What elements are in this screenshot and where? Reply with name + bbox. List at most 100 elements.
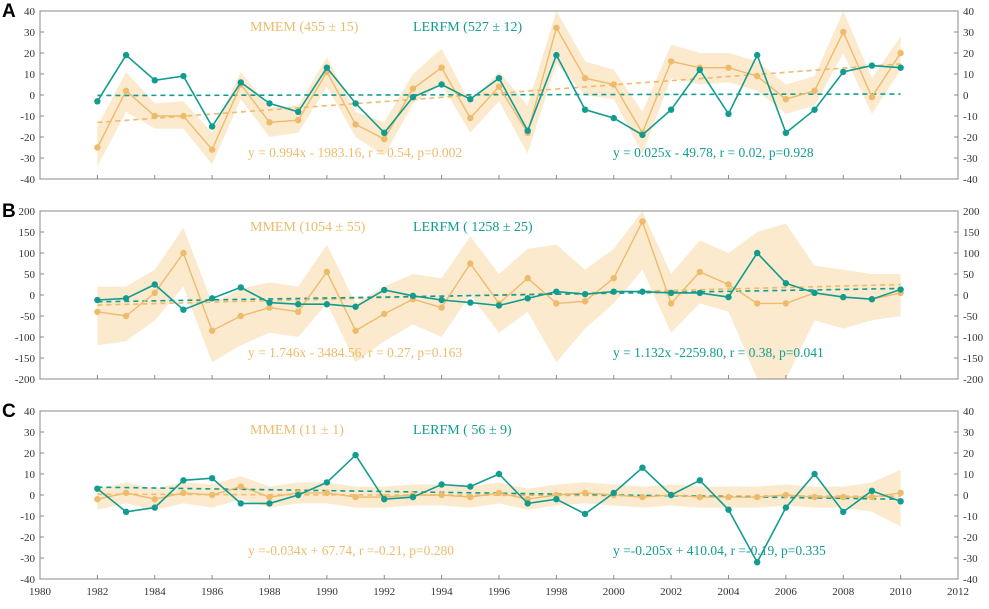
lerfm-point [122, 508, 130, 515]
lerfm-point [667, 289, 675, 297]
lerfm-point [94, 98, 101, 105]
lerfm-point [323, 479, 331, 486]
mmem-point [467, 114, 474, 122]
y-tick-label-left: 40 [24, 6, 36, 18]
lerfm-point [840, 293, 847, 301]
y-tick-label-left: -100 [15, 332, 36, 344]
lerfm-point [237, 284, 245, 291]
lerfm-point [725, 110, 732, 118]
lerfm-point [294, 108, 302, 116]
lerfm-point [753, 249, 761, 257]
mmem-point [553, 24, 560, 31]
mmem-trend-equation: y =-0.034x + 67.74, r =-0.21, p=0.280 [248, 543, 454, 558]
y-tick-label-right: 0 [963, 90, 969, 102]
lerfm-point [266, 500, 273, 507]
x-tick-label: 1994 [431, 586, 454, 598]
mmem-trend-equation: y = 0.994x - 1983.16, r = 0.54, p=0.002 [248, 145, 462, 160]
x-tick-label: 2010 [890, 586, 913, 598]
lerfm-point [696, 289, 704, 297]
y-tick-label-left: -40 [20, 174, 35, 186]
lerfm-point [381, 496, 388, 503]
mmem-point [266, 304, 273, 311]
y-tick-label-right: 150 [963, 227, 980, 239]
y-tick-label-right: 100 [963, 248, 980, 260]
y-tick-label-left: 100 [19, 248, 36, 260]
mmem-point [438, 64, 445, 71]
lerfm-point [409, 93, 417, 101]
lerfm-point [323, 64, 331, 71]
lerfm-point [122, 295, 130, 302]
mmem-point [811, 87, 818, 95]
lerfm-point [639, 131, 646, 139]
lerfm-point [495, 470, 503, 478]
mmem-point [122, 489, 130, 497]
mmem-point [151, 112, 158, 120]
lerfm-point [868, 296, 876, 303]
y-tick-label-left: 20 [24, 448, 36, 460]
mmem-point [323, 268, 331, 276]
mmem-point [610, 81, 617, 88]
x-tick-label: 1990 [316, 586, 339, 598]
y-tick-label-right: -10 [963, 111, 978, 123]
panel-a: -40 -40 -30 -30 -20 -20 -10 -10 0 0 10 10 20 20 30 30 40… [2, 1, 978, 186]
y-tick-label-left: 20 [24, 48, 36, 60]
lerfm-point [208, 123, 216, 130]
mmem-point [208, 327, 216, 334]
mmem-uncertainty-band [97, 211, 901, 379]
mmem-point [524, 275, 531, 282]
y-tick-label-right: -100 [963, 332, 984, 344]
lerfm-legend-label: LERFM ( 1258 ± 25) [413, 220, 533, 235]
x-tick-label: 1988 [259, 586, 282, 598]
lerfm-point [467, 299, 474, 306]
lerfm-point [897, 498, 904, 505]
mmem-point [381, 310, 388, 318]
lerfm-point [897, 64, 904, 71]
y-tick-label-left: -10 [20, 111, 35, 123]
lerfm-point [180, 72, 187, 80]
mmem-point [868, 93, 876, 101]
mmem-point [495, 83, 503, 90]
mmem-point [208, 491, 216, 499]
lerfm-point [208, 295, 216, 302]
mmem-point [667, 58, 675, 65]
mmem-uncertainty-band [97, 469, 901, 527]
mmem-point [467, 493, 474, 501]
mmem-point [122, 87, 130, 95]
mmem-point [151, 289, 158, 297]
y-tick-label-right: -10 [963, 511, 978, 523]
y-tick-label-left: -30 [20, 553, 35, 565]
mmem-point [438, 491, 445, 499]
mmem-point [581, 298, 589, 305]
mmem-point [237, 312, 245, 320]
lerfm-point [840, 508, 847, 515]
mmem-point [639, 218, 646, 225]
mmem-point [467, 260, 474, 267]
x-tick-label: 2008 [832, 586, 855, 598]
lerfm-point [151, 77, 158, 84]
x-tick-label: 1984 [144, 586, 167, 598]
mmem-legend-label: MMEM (11 ± 1) [250, 423, 344, 438]
lerfm-point [409, 493, 417, 501]
lerfm-point [696, 66, 704, 74]
mmem-point [725, 281, 732, 288]
y-tick-label-right: 20 [963, 448, 975, 460]
y-tick-label-left: 0 [30, 90, 36, 102]
mmem-point [782, 300, 790, 307]
y-tick-label-right: -150 [963, 353, 984, 365]
lerfm-point [667, 491, 675, 499]
mmem-point [725, 493, 732, 501]
y-tick-label-right: 200 [963, 206, 980, 218]
lerfm-point [581, 106, 589, 113]
panel-c: -40 -40 -30 -30 -20 -20 -10 -10 0 0 10 10 20 20 30 30 40… [2, 401, 978, 598]
y-tick-label-right: 10 [963, 69, 975, 81]
lerfm-point [581, 290, 589, 298]
lerfm-point [553, 288, 560, 295]
lerfm-point [897, 286, 904, 293]
x-tick-label: 1992 [373, 586, 395, 598]
y-tick-label-left: 150 [19, 227, 36, 239]
y-tick-label-right: 30 [963, 427, 975, 439]
lerfm-trend-line [97, 287, 901, 303]
lerfm-legend-label: LERFM (527 ± 12) [413, 20, 523, 35]
mmem-point [294, 117, 302, 124]
